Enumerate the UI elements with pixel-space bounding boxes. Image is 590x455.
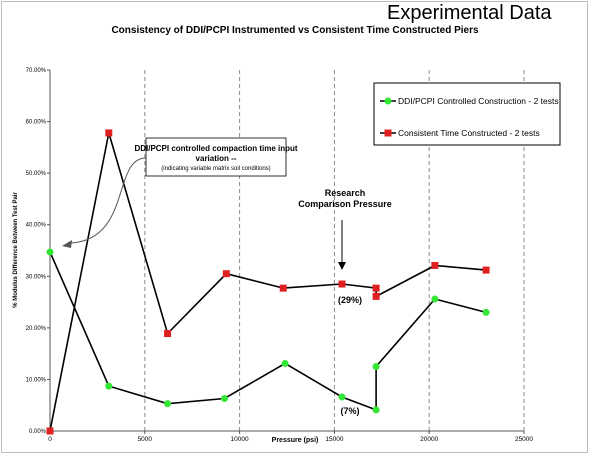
y-tick-label: 70.00%	[26, 68, 47, 74]
y-tick-label: 60.00%	[26, 120, 47, 126]
data-point-ddi	[220, 395, 228, 403]
data-point-ddi	[46, 248, 54, 256]
data-point-consistent	[222, 270, 230, 278]
data-point-consistent	[164, 330, 172, 338]
callout-line-1: DDI/PCPI controlled compaction time inpu…	[134, 144, 297, 153]
x-tick-label: 0	[48, 436, 52, 443]
callout-arrowhead	[62, 240, 72, 248]
series-lines	[49, 132, 487, 432]
data-point-consistent	[279, 284, 287, 292]
data-point-ddi	[372, 363, 380, 371]
callout-line-3: (indicating variable matrix soil conditi…	[161, 166, 270, 172]
data-point-ddi	[105, 382, 113, 390]
x-axis-title: Pressure (psi)	[272, 437, 319, 444]
legend-label-ddi: DDI/PCPI Controlled Construction - 2 tes…	[398, 96, 559, 106]
legend-marker-consistent	[384, 129, 392, 137]
data-point-consistent	[105, 129, 113, 137]
data-point-ddi	[482, 308, 490, 316]
annotation-7pct: (7%)	[340, 406, 359, 416]
series-markers	[46, 129, 490, 435]
data-point-consistent	[372, 292, 380, 300]
x-tick-label: 25000	[515, 436, 533, 443]
y-tick-label: 20.00%	[26, 326, 47, 332]
callout-line-2: variation --	[196, 154, 237, 163]
y-tick-label: 10.00%	[26, 377, 47, 383]
x-tick-label: 15000	[325, 436, 343, 443]
series-line-consistent	[49, 132, 487, 432]
y-tick-label: 0.00%	[29, 429, 47, 435]
data-point-ddi	[281, 359, 289, 367]
annotation-29pct: (29%)	[338, 295, 362, 305]
legend-box	[373, 82, 561, 146]
data-point-consistent	[338, 280, 346, 288]
y-tick-label: 30.00%	[26, 274, 47, 280]
series-line-ddi	[49, 251, 487, 412]
data-point-ddi	[338, 393, 346, 401]
research-arrowhead	[338, 262, 346, 270]
tick-labels: 0.00% 10.00% 20.00% 30.00% 40.00% 50.00% 60.00…	[26, 68, 534, 443]
y-tick-label: 40.00%	[26, 223, 47, 229]
legend-marker-ddi	[384, 97, 392, 105]
data-point-consistent	[372, 284, 380, 292]
y-axis-title: % Modulus Difference Between Test Pair	[13, 192, 19, 308]
data-point-ddi	[372, 406, 380, 414]
research-line-1: Research	[325, 188, 366, 198]
x-tick-label: 10000	[231, 436, 249, 443]
data-point-consistent	[46, 427, 54, 435]
x-tick-label: 20000	[420, 436, 438, 443]
research-line-2: Comparison Pressure	[298, 199, 392, 209]
callout-box	[145, 137, 287, 177]
x-tick-label: 5000	[138, 436, 153, 443]
legend-label-consistent: Consistent Time Constructed - 2 tests	[398, 128, 540, 138]
y-tick-label: 50.00%	[26, 171, 47, 177]
data-point-ddi	[431, 295, 439, 303]
callout-arrow	[69, 157, 147, 244]
chart-title: Consistency of DDI/PCPI Instrumented vs …	[111, 25, 479, 36]
header-title: Experimental Data	[387, 2, 552, 24]
data-point-consistent	[482, 266, 490, 274]
data-point-ddi	[164, 400, 172, 408]
data-point-consistent	[431, 261, 439, 269]
